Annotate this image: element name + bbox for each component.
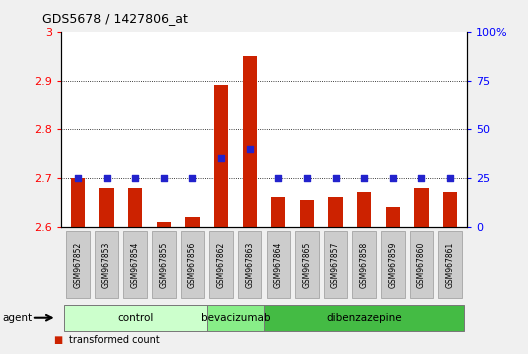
FancyBboxPatch shape	[353, 231, 376, 298]
Point	[417, 175, 426, 181]
FancyBboxPatch shape	[438, 231, 462, 298]
Point	[188, 175, 196, 181]
Bar	[71, 178, 85, 227]
Bar	[99, 188, 114, 227]
Point	[332, 175, 340, 181]
FancyBboxPatch shape	[152, 231, 175, 298]
Bar	[271, 197, 286, 227]
FancyBboxPatch shape	[66, 231, 90, 298]
Text: bevacizumab: bevacizumab	[201, 313, 270, 323]
Bar	[443, 193, 457, 227]
FancyBboxPatch shape	[267, 231, 290, 298]
Text: GSM967858: GSM967858	[360, 241, 369, 288]
Text: GSM967855: GSM967855	[159, 241, 168, 288]
Point	[246, 146, 254, 152]
FancyBboxPatch shape	[209, 231, 233, 298]
Point	[74, 175, 82, 181]
Bar	[242, 56, 257, 227]
Text: ■: ■	[53, 335, 62, 345]
Point	[303, 175, 311, 181]
Text: GSM967861: GSM967861	[446, 241, 455, 288]
Point	[446, 175, 454, 181]
FancyBboxPatch shape	[324, 231, 347, 298]
Text: transformed count: transformed count	[69, 335, 159, 345]
Text: GSM967854: GSM967854	[130, 241, 140, 288]
Text: GSM967857: GSM967857	[331, 241, 340, 288]
FancyBboxPatch shape	[295, 231, 319, 298]
Point	[102, 175, 111, 181]
Bar	[357, 193, 371, 227]
FancyBboxPatch shape	[264, 305, 465, 331]
Text: GSM967856: GSM967856	[188, 241, 197, 288]
Bar	[300, 200, 314, 227]
Point	[360, 175, 369, 181]
Text: GSM967860: GSM967860	[417, 241, 426, 288]
Bar	[214, 85, 228, 227]
FancyBboxPatch shape	[181, 231, 204, 298]
Bar	[385, 207, 400, 227]
Text: GSM967863: GSM967863	[245, 241, 254, 288]
Bar	[414, 188, 429, 227]
Point	[159, 175, 168, 181]
Text: GSM967862: GSM967862	[216, 241, 225, 288]
FancyBboxPatch shape	[410, 231, 433, 298]
Text: GSM967865: GSM967865	[303, 241, 312, 288]
Bar	[185, 217, 200, 227]
Text: agent: agent	[3, 313, 33, 323]
Text: GSM967864: GSM967864	[274, 241, 283, 288]
Text: GSM967859: GSM967859	[388, 241, 398, 288]
FancyBboxPatch shape	[207, 305, 264, 331]
Point	[274, 175, 282, 181]
Bar	[157, 222, 171, 227]
FancyBboxPatch shape	[238, 231, 261, 298]
FancyBboxPatch shape	[63, 305, 207, 331]
FancyBboxPatch shape	[95, 231, 118, 298]
FancyBboxPatch shape	[381, 231, 404, 298]
Point	[389, 175, 397, 181]
Bar	[128, 188, 143, 227]
Text: GDS5678 / 1427806_at: GDS5678 / 1427806_at	[42, 12, 188, 25]
Point	[131, 175, 139, 181]
Text: dibenzazepine: dibenzazepine	[326, 313, 402, 323]
Text: control: control	[117, 313, 153, 323]
Bar	[328, 197, 343, 227]
FancyBboxPatch shape	[124, 231, 147, 298]
Point	[217, 155, 225, 161]
Text: GSM967853: GSM967853	[102, 241, 111, 288]
Text: GSM967852: GSM967852	[73, 241, 82, 288]
